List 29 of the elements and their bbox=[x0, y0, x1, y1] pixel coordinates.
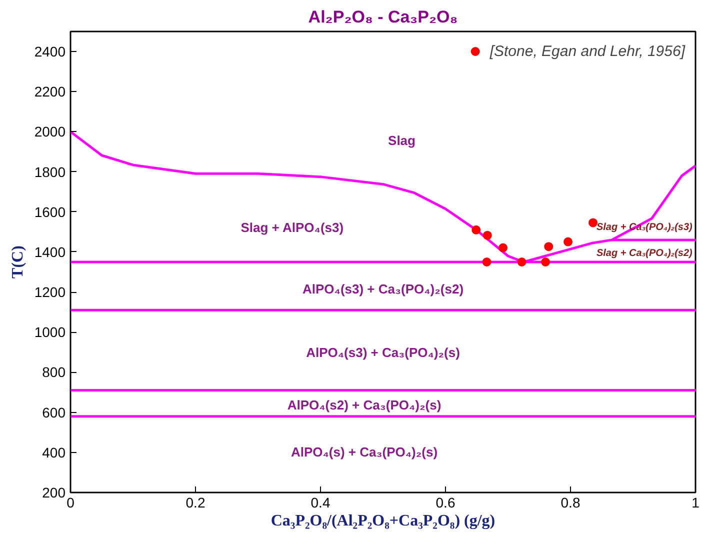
y-tick-label: 1400 bbox=[34, 244, 66, 260]
x-axis-title: Ca₃P₂O₈/(Al₂P₂O₈+Ca₃P₂O₈) (g/g) bbox=[270, 512, 496, 530]
y-tick-label: 400 bbox=[42, 444, 66, 460]
annotation: AlPO₄(s2) + Ca₃(PO₄)₂(s) bbox=[287, 397, 442, 412]
x-tick-label: 0.2 bbox=[186, 494, 206, 510]
y-tick-label: 1600 bbox=[34, 204, 66, 220]
y-tick-label: 800 bbox=[42, 364, 66, 380]
annotation: Slag + Ca₃(PO₄)₂(s2) bbox=[596, 248, 694, 260]
annotation: AlPO₄(s) + Ca₃(PO₄)₂(s) bbox=[290, 444, 438, 460]
y-tick-label: 2400 bbox=[34, 44, 66, 60]
y-tick-label: 200 bbox=[42, 484, 66, 500]
annotation: AlPO₄(s3) + Ca₃(PO₄)₂(s) bbox=[306, 344, 460, 360]
y-tick-label: 600 bbox=[42, 404, 66, 420]
x-tick-label: 0 bbox=[66, 494, 75, 510]
annotation: Slag bbox=[388, 132, 416, 148]
x-tick-label: 1 bbox=[692, 494, 700, 510]
x-tick-label: 0.8 bbox=[560, 494, 580, 510]
y-tick-label: 1800 bbox=[34, 164, 66, 180]
annotation: AlPO₄(s3) + Ca₃(PO₄)₂(s2) bbox=[302, 282, 464, 297]
legend-label: [Stone, Egan and Lehr, 1956] bbox=[490, 42, 685, 60]
y-tick-label: 1200 bbox=[34, 284, 66, 300]
y-tick-label: 2200 bbox=[34, 84, 66, 100]
y-axis-title: T(C) bbox=[9, 246, 26, 278]
annotation: Slag + AlPO₄(s3) bbox=[240, 220, 344, 235]
x-tick-label: 0.4 bbox=[310, 494, 330, 510]
chart-title: Al₂P₂O₈ - Ca₃P₂O₈ bbox=[308, 8, 458, 26]
y-tick-label: 2000 bbox=[34, 124, 66, 140]
y-tick-label: 1000 bbox=[34, 324, 66, 340]
x-tick-label: 0.6 bbox=[436, 494, 456, 510]
